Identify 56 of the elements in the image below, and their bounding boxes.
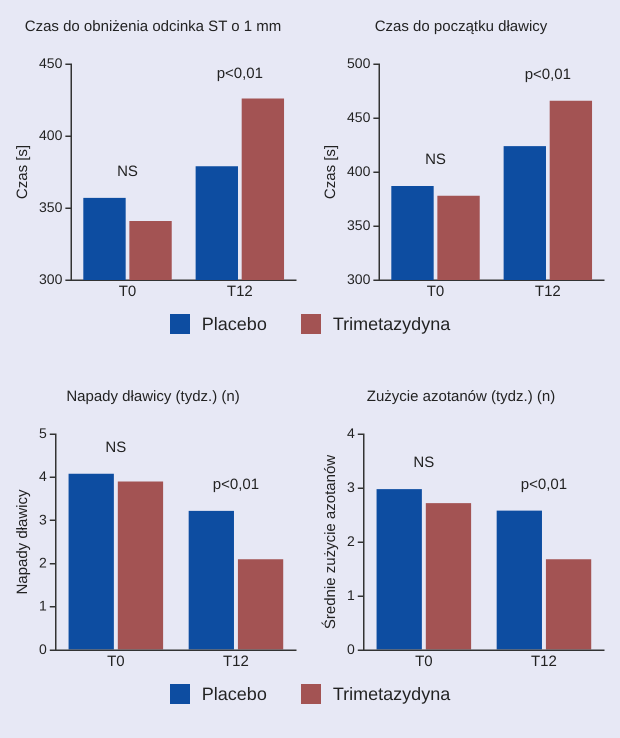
y-tick-label: 1 bbox=[346, 586, 355, 603]
annotation: NS bbox=[425, 151, 446, 168]
bar bbox=[496, 510, 542, 650]
bar bbox=[238, 559, 284, 650]
bar bbox=[546, 559, 592, 650]
annotation: NS bbox=[413, 454, 434, 472]
annotation: NS bbox=[117, 163, 138, 180]
legend-label: Trimetazydyna bbox=[332, 314, 450, 334]
annotation: p<0,01 bbox=[524, 66, 571, 83]
x-tick-label: T12 bbox=[226, 283, 253, 300]
y-tick-label: 2 bbox=[38, 554, 47, 570]
bar bbox=[118, 482, 164, 650]
x-tick-label: T12 bbox=[531, 653, 557, 670]
y-tick-label: 450 bbox=[39, 54, 63, 71]
y-tick-label: 300 bbox=[347, 270, 371, 287]
bar bbox=[188, 510, 234, 650]
legend-label: Placebo bbox=[202, 314, 267, 334]
y-tick-label: 500 bbox=[347, 54, 371, 71]
annotation: p<0,01 bbox=[212, 476, 260, 494]
x-tick-label: T12 bbox=[534, 283, 561, 300]
y-tick-label: 300 bbox=[39, 270, 63, 287]
y-tick-label: 350 bbox=[39, 198, 63, 215]
y-tick-label: 5 bbox=[38, 424, 47, 441]
y-axis-title: Czas [s] bbox=[322, 144, 340, 200]
y-tick-label: 3 bbox=[38, 511, 47, 528]
annotation: p<0,01 bbox=[216, 65, 263, 82]
legend-label: Placebo bbox=[202, 684, 267, 704]
bar bbox=[426, 503, 472, 650]
y-tick-label: 4 bbox=[38, 468, 47, 484]
y-tick-label: 400 bbox=[347, 162, 371, 179]
y-axis-title: Napady dławicy bbox=[14, 488, 32, 595]
chart-title: Czas do początku dławicy bbox=[374, 18, 548, 36]
legend-label: Trimetazydyna bbox=[332, 684, 450, 704]
y-tick-label: 4 bbox=[346, 424, 355, 441]
x-tick-label: T0 bbox=[426, 283, 444, 300]
y-tick-label: 0 bbox=[38, 640, 47, 657]
bar bbox=[376, 489, 422, 650]
y-tick-label: 1 bbox=[38, 598, 47, 614]
x-tick-label: T0 bbox=[118, 283, 136, 300]
chart-title: Czas do obniżenia odcinka ST o 1 mm bbox=[24, 18, 282, 36]
chart-title: Zużycie azotanów (tydz.) (n) bbox=[366, 388, 556, 406]
y-tick-label: 3 bbox=[346, 478, 355, 495]
y-tick-label: 450 bbox=[347, 108, 371, 125]
annotation: NS bbox=[105, 438, 126, 456]
x-tick-label: T12 bbox=[223, 653, 249, 670]
y-tick-label: 350 bbox=[347, 216, 371, 233]
y-tick-label: 2 bbox=[346, 532, 355, 549]
chart-title: Napady dławicy (tydz.) (n) bbox=[66, 388, 240, 406]
annotation: p<0,01 bbox=[520, 476, 568, 493]
x-tick-label: T0 bbox=[415, 653, 433, 670]
x-tick-label: T0 bbox=[107, 653, 125, 670]
bar bbox=[68, 474, 114, 650]
y-tick-label: 0 bbox=[346, 640, 355, 657]
y-axis-title: Średnie zużycie azotanów bbox=[321, 454, 340, 630]
y-axis-title: Czas [s] bbox=[14, 144, 32, 200]
y-tick-label: 400 bbox=[39, 126, 63, 143]
